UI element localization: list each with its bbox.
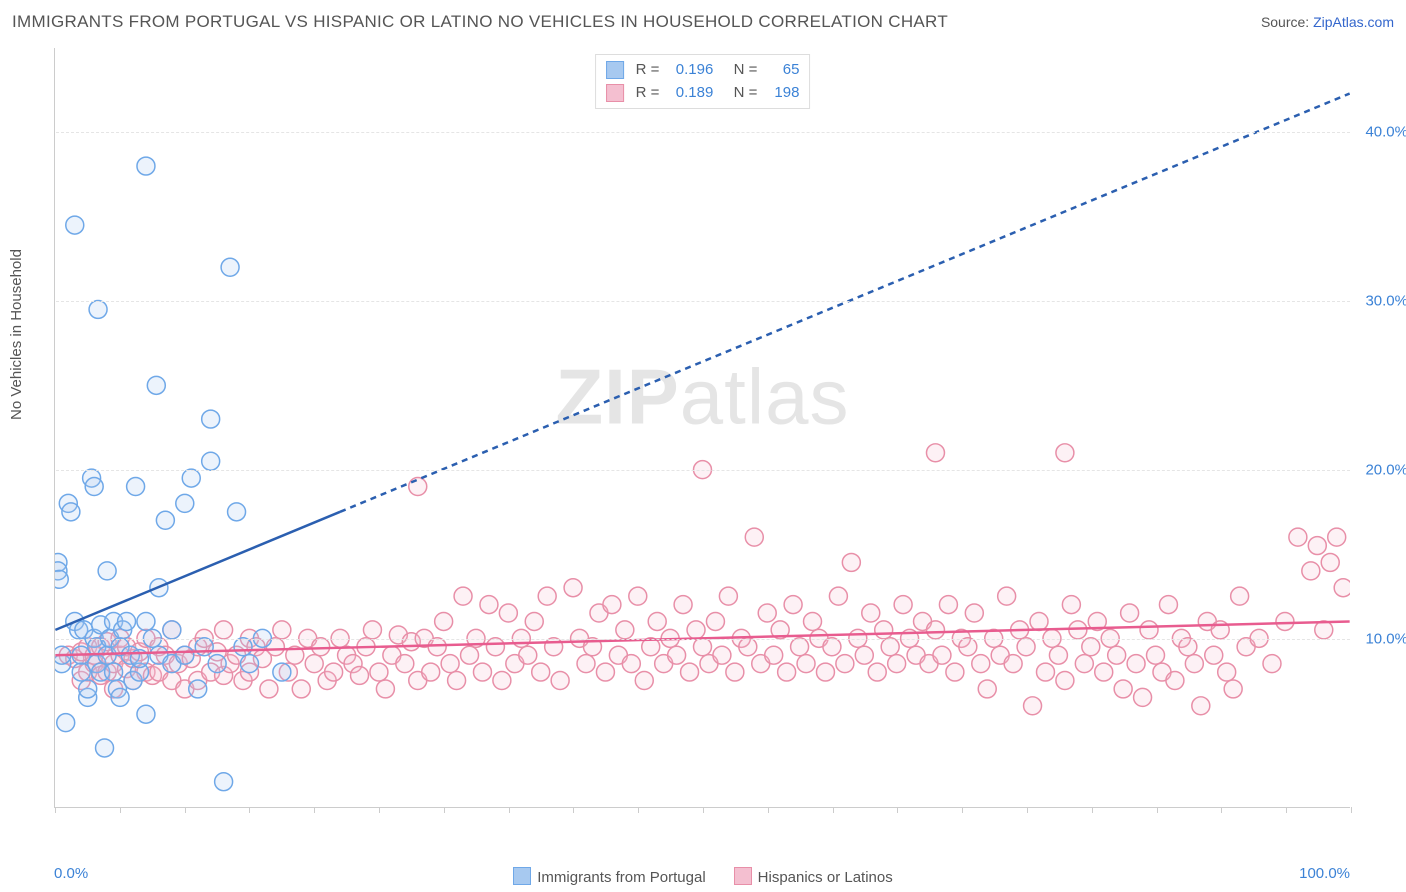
swatch-s1 <box>606 61 624 79</box>
x-tick <box>314 807 315 813</box>
x-tick <box>1092 807 1093 813</box>
stats-legend: R = 0.196 N = 65 R = 0.189 N = 198 <box>595 54 811 109</box>
x-tick <box>1221 807 1222 813</box>
n-value-s2: 198 <box>763 82 799 105</box>
source-prefix: Source: <box>1261 14 1313 30</box>
y-axis-label: No Vehicles in Household <box>8 249 25 420</box>
x-tick <box>55 807 56 813</box>
chart-plot-area: ZIPatlas R = 0.196 N = 65 R = 0.189 N = … <box>54 48 1350 808</box>
n-value-s1: 65 <box>763 59 799 82</box>
legend-swatch-s2 <box>734 867 752 885</box>
x-tick <box>1286 807 1287 813</box>
x-tick <box>962 807 963 813</box>
legend-swatch-s1 <box>513 867 531 885</box>
chart-header: IMMIGRANTS FROM PORTUGAL VS HISPANIC OR … <box>0 0 1406 40</box>
x-tick <box>120 807 121 813</box>
x-tick <box>249 807 250 813</box>
stats-row-s1: R = 0.196 N = 65 <box>606 59 800 82</box>
x-tick <box>573 807 574 813</box>
x-tick <box>185 807 186 813</box>
y-tick-label: 40.0% <box>1358 124 1406 141</box>
source-link[interactable]: ZipAtlas.com <box>1313 14 1394 30</box>
y-tick-label: 20.0% <box>1358 462 1406 479</box>
r-value-s1: 0.196 <box>665 59 713 82</box>
x-tick <box>509 807 510 813</box>
stats-row-s2: R = 0.189 N = 198 <box>606 82 800 105</box>
x-tick <box>1351 807 1352 813</box>
x-tick <box>703 807 704 813</box>
x-tick <box>444 807 445 813</box>
legend-item-s2: Hispanics or Latinos <box>734 867 893 886</box>
legend-item-s1: Immigrants from Portugal <box>513 867 705 886</box>
x-tick <box>897 807 898 813</box>
swatch-s2 <box>606 84 624 102</box>
r-value-s2: 0.189 <box>665 82 713 105</box>
series-legend: Immigrants from Portugal Hispanics or La… <box>0 867 1406 886</box>
y-tick-label: 30.0% <box>1358 293 1406 310</box>
x-tick <box>379 807 380 813</box>
x-tick <box>1027 807 1028 813</box>
chart-title: IMMIGRANTS FROM PORTUGAL VS HISPANIC OR … <box>12 12 948 32</box>
x-tick <box>768 807 769 813</box>
source-attribution: Source: ZipAtlas.com <box>1261 14 1394 30</box>
x-tick <box>833 807 834 813</box>
x-tick <box>638 807 639 813</box>
x-tick <box>1157 807 1158 813</box>
y-tick-label: 10.0% <box>1358 631 1406 648</box>
scatter-svg <box>55 48 1350 807</box>
